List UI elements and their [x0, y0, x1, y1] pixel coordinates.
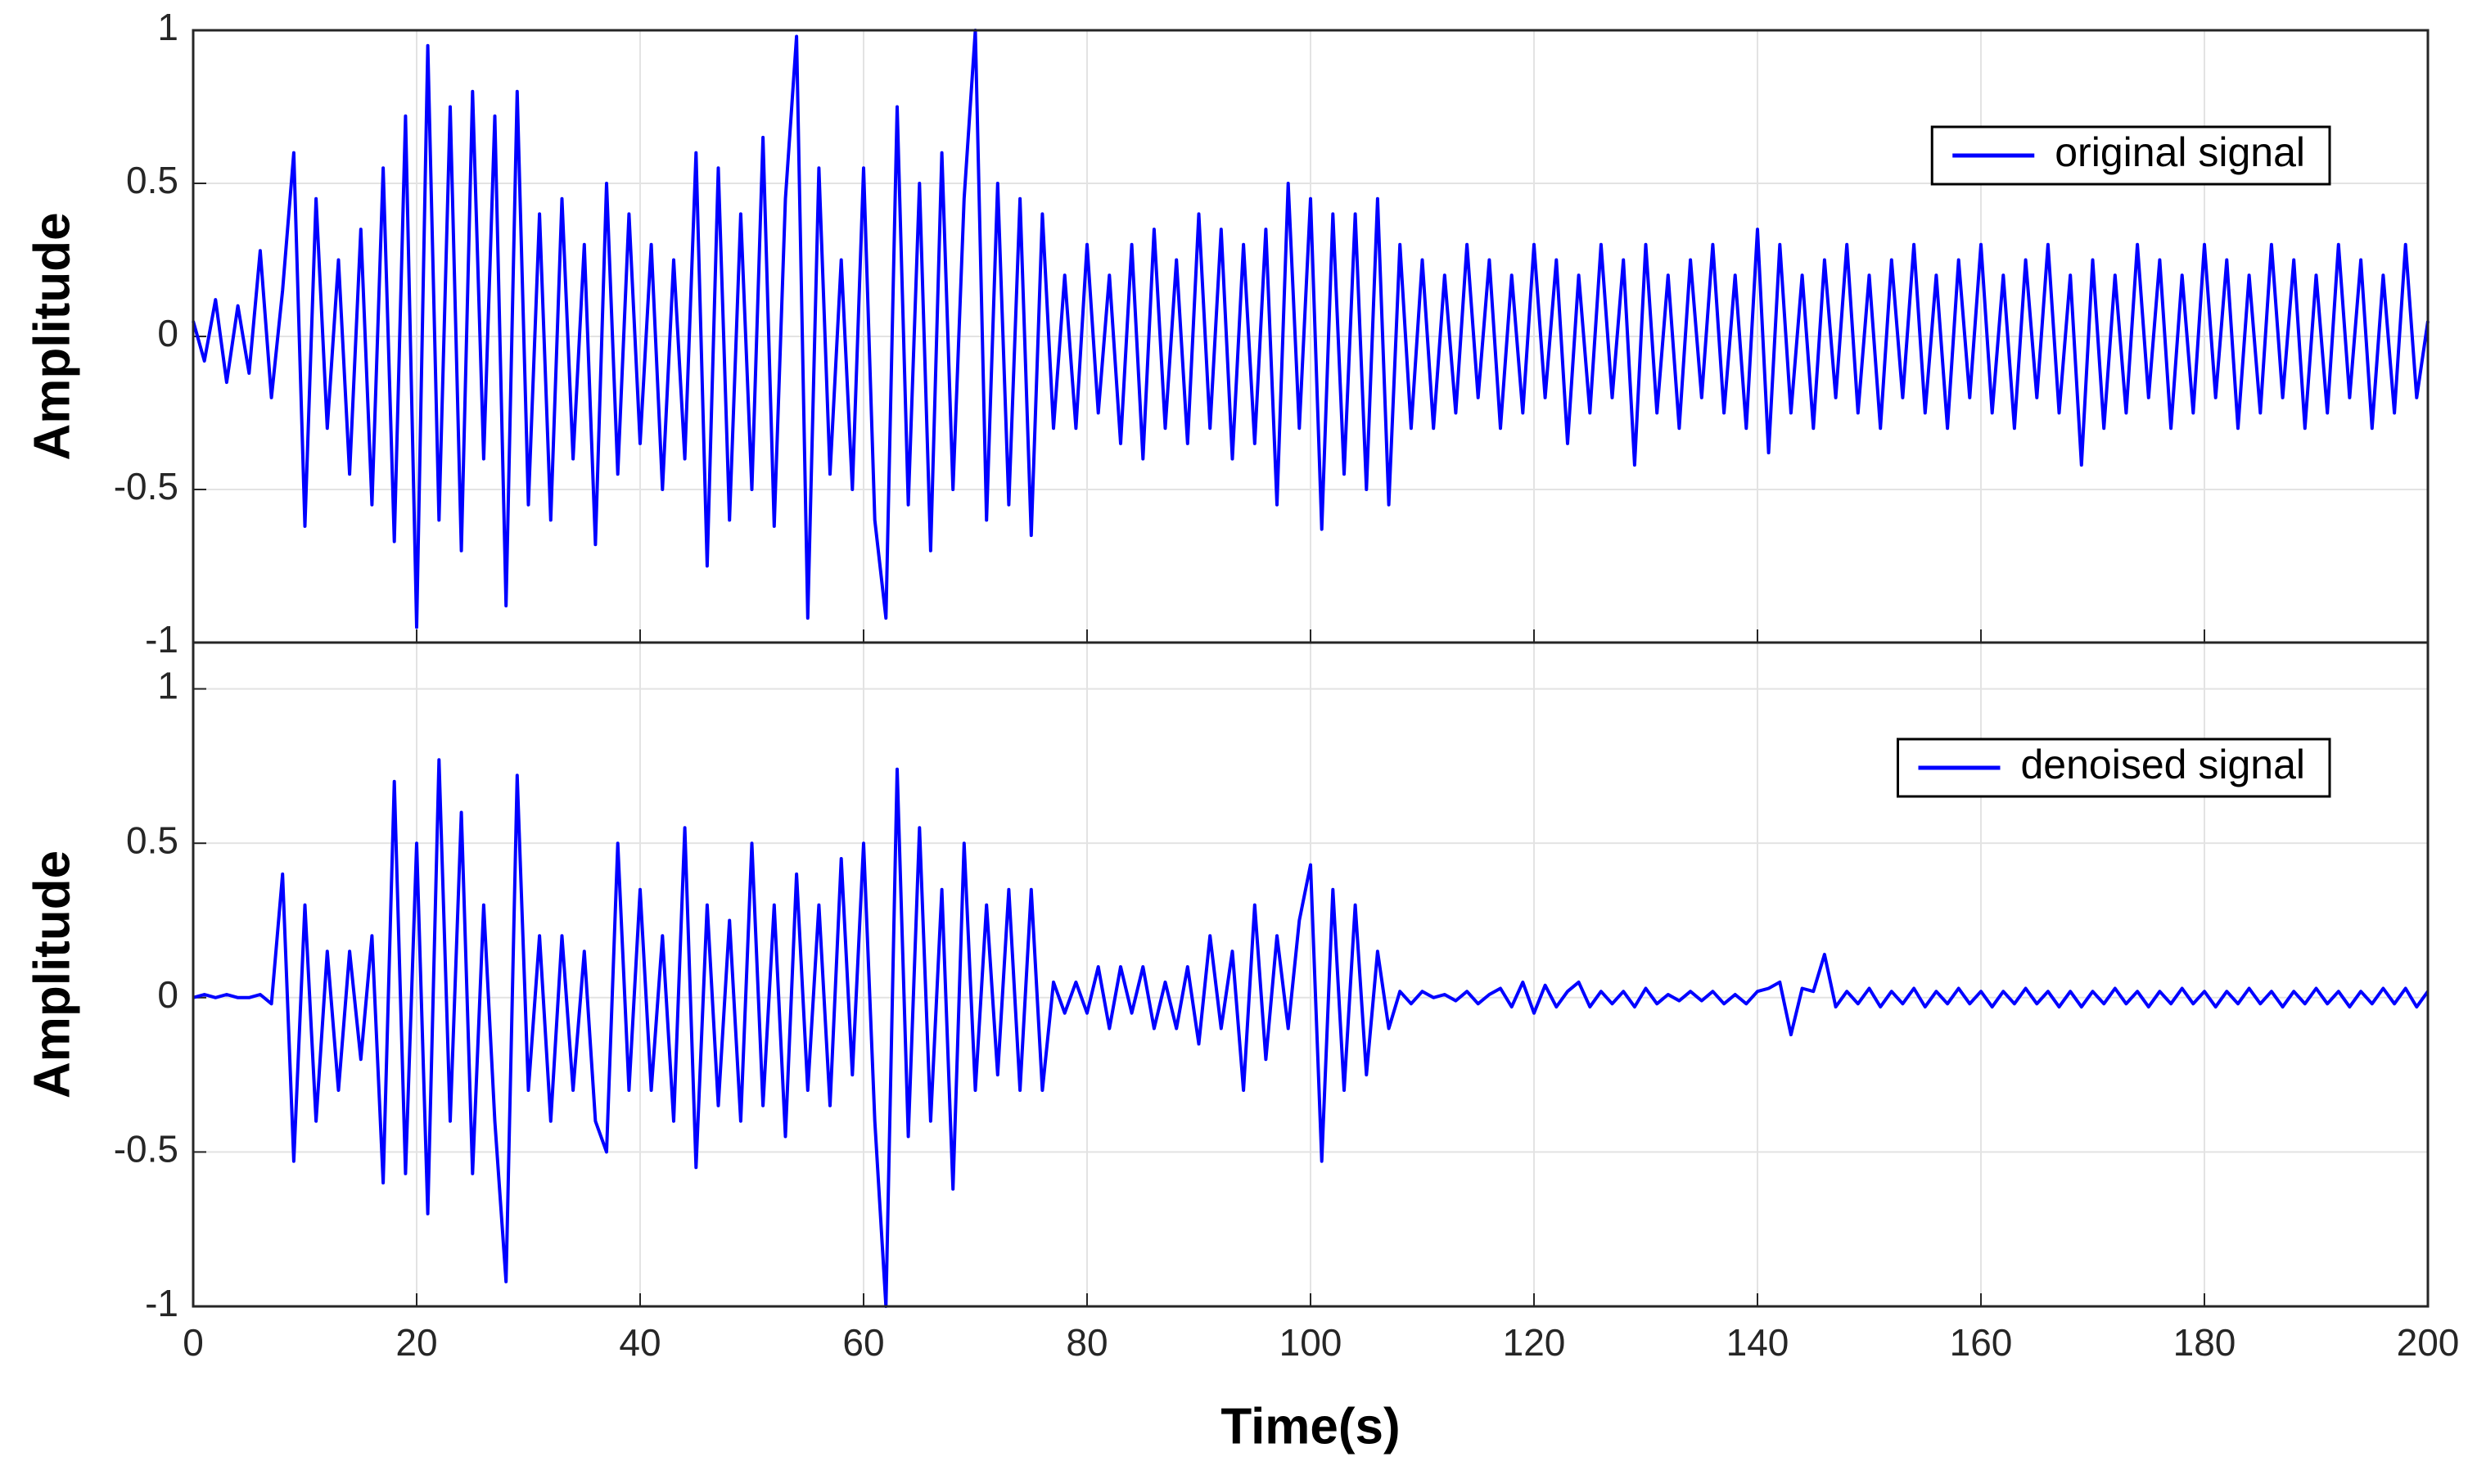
- y-axis-label: Amplitude: [24, 212, 80, 460]
- y-tick-label: -1: [145, 1282, 178, 1324]
- legend-label: denoised signal: [2021, 742, 2306, 787]
- y-tick-label: 0: [157, 312, 178, 354]
- legend: denoised signal: [1897, 737, 2331, 798]
- y-tick-label: -0.5: [114, 1128, 178, 1171]
- y-tick-label: -1: [145, 618, 178, 661]
- signal-line: [192, 758, 2430, 1308]
- x-tick-label: 200: [2397, 1321, 2460, 1364]
- y-axis-label: Amplitude: [24, 850, 80, 1098]
- signal-line: [192, 29, 2430, 629]
- x-tick-label: 60: [842, 1321, 884, 1364]
- y-tick-label: 0.5: [126, 819, 178, 861]
- y-tick-label: 0.5: [126, 159, 178, 201]
- y-tick-label: 1: [157, 665, 178, 707]
- x-tick-label: 40: [619, 1321, 661, 1364]
- x-tick-label: 20: [395, 1321, 437, 1364]
- legend: original signal: [1930, 125, 2331, 186]
- x-tick-label: 180: [2173, 1321, 2236, 1364]
- y-tick-label: 0: [157, 973, 178, 1016]
- y-tick-label: 1: [157, 6, 178, 48]
- x-tick-label: 140: [1726, 1321, 1789, 1364]
- legend-label: original signal: [2055, 129, 2305, 175]
- x-tick-label: 100: [1279, 1321, 1342, 1364]
- x-tick-label: 80: [1066, 1321, 1108, 1364]
- y-tick-label: -0.5: [114, 465, 178, 507]
- x-axis-label: Time(s): [1220, 1398, 1400, 1455]
- x-tick-label: 0: [183, 1321, 204, 1364]
- x-tick-label: 160: [1950, 1321, 2013, 1364]
- x-tick-label: 120: [1503, 1321, 1566, 1364]
- plot-frame: [192, 641, 2430, 1308]
